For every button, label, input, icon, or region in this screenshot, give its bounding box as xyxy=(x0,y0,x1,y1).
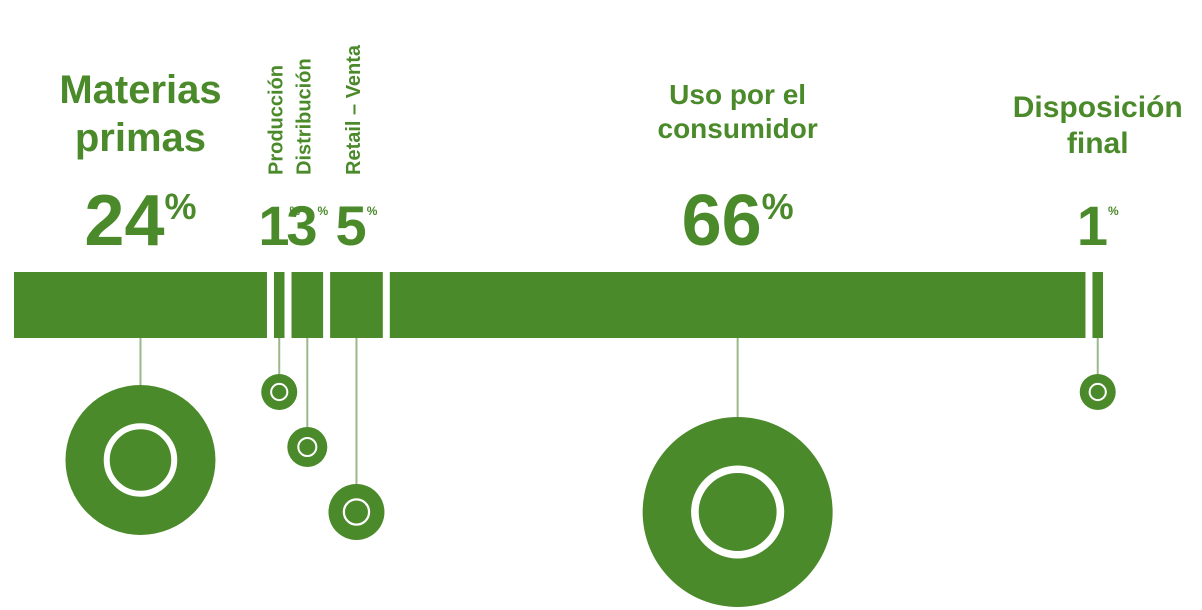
value-number: 3 xyxy=(286,194,317,257)
category-label: Disposición final xyxy=(1012,91,1183,160)
icon xyxy=(1079,374,1116,410)
value-number: 5 xyxy=(336,194,367,257)
value-unit: % xyxy=(762,186,794,227)
category-label: Materias primas xyxy=(59,68,222,160)
value-label: 24% xyxy=(84,181,196,261)
bar-segment xyxy=(1092,272,1103,338)
value-label: 5% xyxy=(336,194,378,257)
value-number: 24 xyxy=(84,181,164,261)
value-label: 1% xyxy=(258,194,300,257)
bar-segment xyxy=(14,272,267,338)
icon-glyph xyxy=(1088,382,1107,402)
value-unit: % xyxy=(289,204,300,218)
value-unit: % xyxy=(1108,204,1119,218)
value-number: 66 xyxy=(682,181,762,261)
category-label: Retail – Venta xyxy=(343,44,365,175)
icon-glyph xyxy=(342,498,371,526)
bar-segment xyxy=(273,272,285,338)
value-number: 1 xyxy=(1077,194,1108,257)
category-label: Uso por el consumidor xyxy=(657,79,818,144)
value-unit: % xyxy=(318,204,329,218)
value-label: 1% xyxy=(1077,194,1119,257)
value-number: 1 xyxy=(258,194,289,257)
value-label: 66% xyxy=(682,181,794,261)
value-label: 3% xyxy=(286,194,328,257)
icon-glyph xyxy=(270,382,289,402)
value-unit: % xyxy=(165,186,197,227)
icon xyxy=(287,427,328,467)
icon xyxy=(642,417,833,607)
category-label: Distribución xyxy=(294,58,316,175)
bar-segment xyxy=(291,272,324,338)
icon-glyph xyxy=(691,465,785,559)
category-label: Producción xyxy=(266,65,288,175)
icon xyxy=(328,484,385,540)
bar-segment xyxy=(330,272,383,338)
value-unit: % xyxy=(367,204,378,218)
icon-glyph xyxy=(297,437,318,457)
icon xyxy=(65,385,216,535)
icon-glyph xyxy=(103,423,178,497)
icon xyxy=(261,374,298,410)
bar-segment xyxy=(389,272,1086,338)
